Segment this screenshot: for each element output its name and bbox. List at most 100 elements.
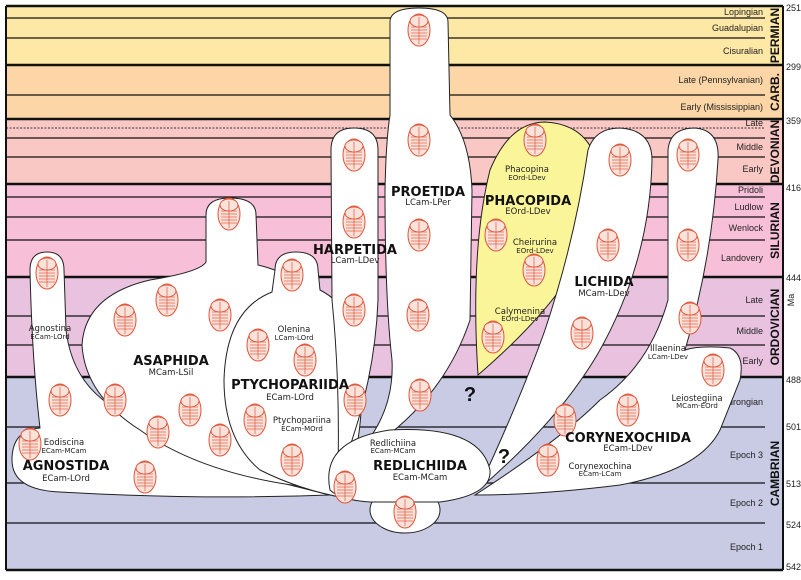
order-harpetida-range: LCam-LDev [331,256,380,266]
trilobite-icon [393,495,417,529]
order-corynexochida-range: ECam-LDev [603,444,652,454]
trilobite-icon [553,403,577,437]
epoch-label: Guadalupian [712,23,763,33]
epoch-label: Early [742,356,763,366]
suborder-calymenina-range: EOrd-LDev [501,315,538,323]
trilobite-icon [280,258,304,292]
ma-tick-label: 416 [786,183,801,193]
order-lichida: LICHIDA [574,275,633,290]
order-phacopida-range: EOrd-LDev [505,207,550,217]
suborder-ptychopariina-range: ECam-MOrd [281,425,323,433]
suborder-phacopina: Phacopina [505,165,549,175]
suborder-leiostegiina: Leiostegiina [671,394,722,404]
ma-tick-label: 501 [786,422,801,432]
epoch-label: Wenlock [729,223,764,233]
epoch-label: Ludlow [734,202,763,212]
uncertain-origin-mark: ? [498,446,510,468]
suborder-ptychopariina: Ptychopariina [273,416,331,426]
period-label: SILURIAN [768,202,782,259]
period-label: PERMIAN [768,8,782,63]
trilobite-icon [342,205,366,239]
order-agnostida-range: ECam-LOrd [42,474,90,484]
order-labels: AGNOSTIDA ECam-LOrd ASAPHIDA MCam-LSil P… [23,185,691,484]
order-agnostida: AGNOSTIDA [23,459,110,474]
order-phacopida: PHACOPIDA [485,194,571,209]
trilobite-icon [293,343,317,377]
suborder-illaenina-range: LCam-LDev [648,353,688,361]
clade-redlichiida [328,429,491,503]
trilobite-icon [678,301,702,335]
trilobite-icon [407,123,431,157]
trilobite-icon [408,378,432,412]
epoch-label: Early [742,164,763,174]
period-label: CAMBRIAN [768,441,782,506]
trilobite-icon [243,403,267,437]
trilobite-illustrations [18,13,725,529]
trilobite-icon [246,328,270,362]
trilobite-icon [146,415,170,449]
suborder-redlichiina: Redlichiina [370,439,416,449]
trilobite-icon [608,143,632,177]
epoch-label: Epoch 1 [730,542,763,552]
trilobite-icon [701,353,725,387]
suborder-cheirurina: Cheirurina [513,238,557,248]
trilobite-icon [523,123,547,157]
trilobite-icon [342,138,366,172]
epoch-label: Landovery [721,253,764,263]
trilobite-icon [616,393,640,427]
order-lichida-range: MCam-LDev [578,289,629,299]
epoch-label: Middle [736,326,763,336]
suborder-eodiscina: Eodiscina [44,438,84,448]
uncertain-origin-mark: ? [464,384,476,406]
epoch-label: Cisuralian [723,46,763,56]
trilobite-icon [481,320,505,354]
trilobite-icon [343,383,367,417]
period-label: CARB. [768,73,782,111]
suborder-illaenina: Illaenina [650,344,686,354]
trilobite-icon [217,197,241,231]
ma-tick-label: 359 [786,116,801,126]
ma-tick-label: 488 [786,375,801,385]
order-proetida-range: LCam-LPer [405,198,451,208]
ma-tick-label: 251 [786,3,801,13]
trilobite-icon [133,460,157,494]
epoch-label: Late [745,118,763,128]
order-corynexochida: CORYNEXOCHIDA [565,431,691,446]
suborder-phacopina-range: EOrd-LDev [508,174,545,182]
ma-tick-label: 299 [786,62,801,72]
trilobite-icon [522,253,546,287]
trilobite-icon [570,316,594,350]
clade-corynexochida [473,127,742,496]
period-label: ORDOVICIAN [768,289,782,366]
order-redlichiida-range: ECam-MCam [393,473,448,483]
order-ptychopariida-range: ECam-LOrd [266,393,314,403]
epoch-label: Middle [736,142,763,152]
order-asaphida: ASAPHIDA [133,354,209,369]
suborder-corynexochina: Corynexochina [568,462,631,472]
suborder-leiostegiina-range: MCam-EOrd [676,402,718,410]
suborder-agnostina-range: ECam-LOrd [30,333,69,341]
suborder-redlichiina-range: ECam-MCam [371,447,416,455]
order-asaphida-range: MCam-LSil [149,368,194,378]
suborder-olenina-range: LCam-LOrd [275,334,314,342]
epoch-label: Pridoli [738,185,763,195]
suborder-olenina: Olenina [278,325,311,335]
clade-lichida [477,127,653,491]
trilobite-icon [676,228,700,262]
trilobite-icon [596,228,620,262]
trilobite-icon [406,298,430,332]
suborder-cheirurina-range: EOrd-LDev [516,247,553,255]
trilobite-icon [333,470,357,504]
ma-tick-label: 513 [786,479,801,489]
period-label: DEVONIAN [768,120,782,183]
trilobite-icon [407,13,431,47]
trilobite-icon [103,383,127,417]
suborder-eodiscina-range: ECam-MCam [42,447,87,455]
suborder-corynexochina-range: ECam-LCam [579,470,622,478]
epoch-label: Early (Mississippian) [680,102,763,112]
order-proetida: PROETIDA [391,185,465,200]
trilobite-icon [208,423,232,457]
trilobite-icon [178,393,202,427]
ma-tick-label: 444 [786,273,801,283]
